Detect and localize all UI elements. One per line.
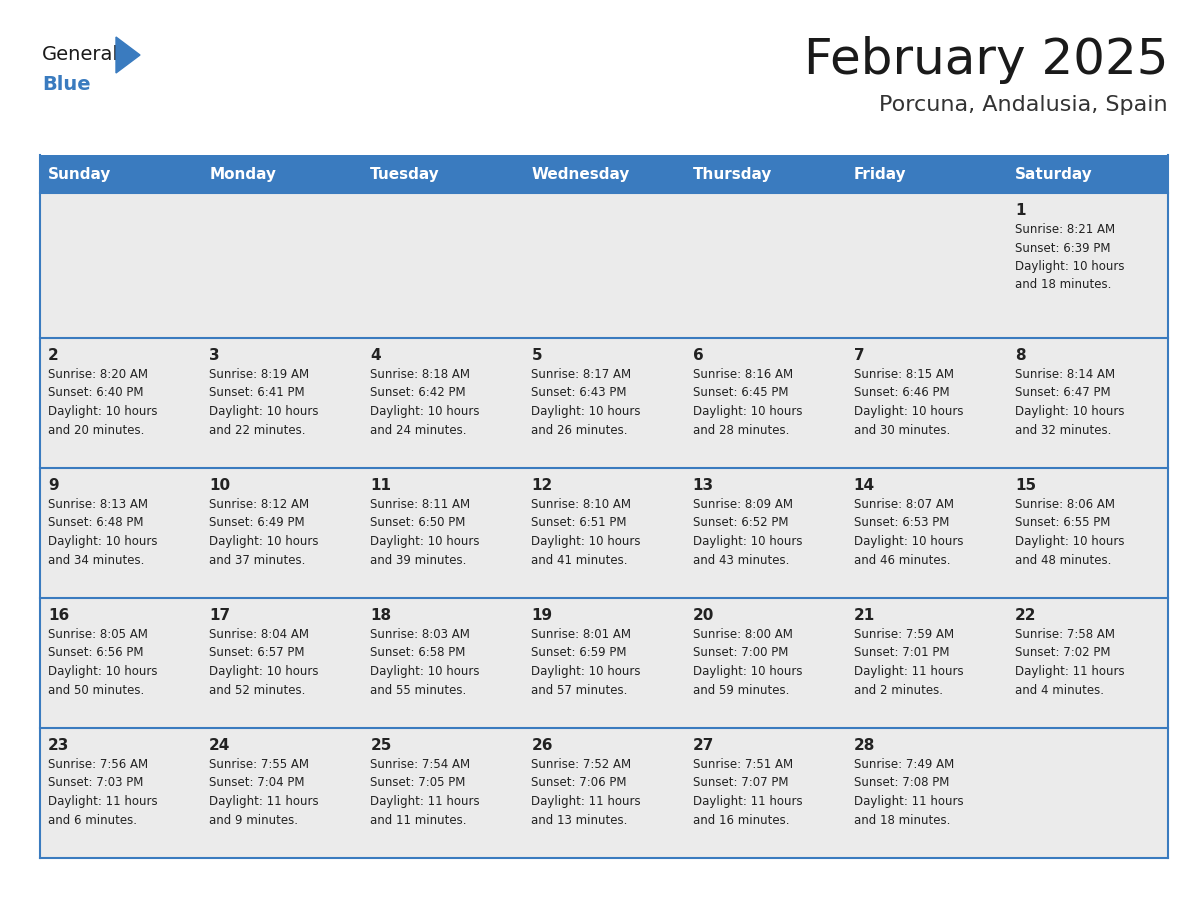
Text: Tuesday: Tuesday (371, 166, 440, 182)
Text: Sunrise: 8:18 AM
Sunset: 6:42 PM
Daylight: 10 hours
and 24 minutes.: Sunrise: 8:18 AM Sunset: 6:42 PM Dayligh… (371, 368, 480, 436)
Text: 8: 8 (1015, 348, 1025, 363)
Text: Sunrise: 8:03 AM
Sunset: 6:58 PM
Daylight: 10 hours
and 55 minutes.: Sunrise: 8:03 AM Sunset: 6:58 PM Dayligh… (371, 628, 480, 697)
Text: Monday: Monday (209, 166, 276, 182)
Text: Sunrise: 8:16 AM
Sunset: 6:45 PM
Daylight: 10 hours
and 28 minutes.: Sunrise: 8:16 AM Sunset: 6:45 PM Dayligh… (693, 368, 802, 436)
Text: Sunrise: 7:59 AM
Sunset: 7:01 PM
Daylight: 11 hours
and 2 minutes.: Sunrise: 7:59 AM Sunset: 7:01 PM Dayligh… (854, 628, 963, 697)
Text: 9: 9 (48, 478, 58, 493)
Text: Sunrise: 8:20 AM
Sunset: 6:40 PM
Daylight: 10 hours
and 20 minutes.: Sunrise: 8:20 AM Sunset: 6:40 PM Dayligh… (48, 368, 158, 436)
Text: 6: 6 (693, 348, 703, 363)
Text: 14: 14 (854, 478, 874, 493)
Text: 3: 3 (209, 348, 220, 363)
Text: Sunrise: 8:06 AM
Sunset: 6:55 PM
Daylight: 10 hours
and 48 minutes.: Sunrise: 8:06 AM Sunset: 6:55 PM Dayligh… (1015, 498, 1124, 566)
Text: 17: 17 (209, 608, 230, 623)
Text: Sunrise: 7:49 AM
Sunset: 7:08 PM
Daylight: 11 hours
and 18 minutes.: Sunrise: 7:49 AM Sunset: 7:08 PM Dayligh… (854, 758, 963, 826)
Text: Blue: Blue (42, 75, 90, 95)
Bar (40, 598, 1168, 728)
Bar (40, 728, 1168, 858)
Text: Sunrise: 7:56 AM
Sunset: 7:03 PM
Daylight: 11 hours
and 6 minutes.: Sunrise: 7:56 AM Sunset: 7:03 PM Dayligh… (48, 758, 158, 826)
Text: 18: 18 (371, 608, 391, 623)
Text: 19: 19 (531, 608, 552, 623)
Text: Thursday: Thursday (693, 166, 772, 182)
Text: 21: 21 (854, 608, 876, 623)
Text: Sunrise: 7:51 AM
Sunset: 7:07 PM
Daylight: 11 hours
and 16 minutes.: Sunrise: 7:51 AM Sunset: 7:07 PM Dayligh… (693, 758, 802, 826)
Text: 10: 10 (209, 478, 230, 493)
Text: 27: 27 (693, 738, 714, 753)
Text: Sunrise: 8:09 AM
Sunset: 6:52 PM
Daylight: 10 hours
and 43 minutes.: Sunrise: 8:09 AM Sunset: 6:52 PM Dayligh… (693, 498, 802, 566)
Text: 26: 26 (531, 738, 552, 753)
Text: 13: 13 (693, 478, 714, 493)
Text: 25: 25 (371, 738, 392, 753)
Text: 22: 22 (1015, 608, 1036, 623)
Text: Sunrise: 8:19 AM
Sunset: 6:41 PM
Daylight: 10 hours
and 22 minutes.: Sunrise: 8:19 AM Sunset: 6:41 PM Dayligh… (209, 368, 318, 436)
Text: Sunrise: 7:54 AM
Sunset: 7:05 PM
Daylight: 11 hours
and 11 minutes.: Sunrise: 7:54 AM Sunset: 7:05 PM Dayligh… (371, 758, 480, 826)
Text: Sunrise: 8:05 AM
Sunset: 6:56 PM
Daylight: 10 hours
and 50 minutes.: Sunrise: 8:05 AM Sunset: 6:56 PM Dayligh… (48, 628, 158, 697)
Text: February 2025: February 2025 (803, 36, 1168, 84)
Text: 12: 12 (531, 478, 552, 493)
Text: 28: 28 (854, 738, 876, 753)
Text: Sunrise: 7:58 AM
Sunset: 7:02 PM
Daylight: 11 hours
and 4 minutes.: Sunrise: 7:58 AM Sunset: 7:02 PM Dayligh… (1015, 628, 1125, 697)
Text: Sunrise: 8:04 AM
Sunset: 6:57 PM
Daylight: 10 hours
and 52 minutes.: Sunrise: 8:04 AM Sunset: 6:57 PM Dayligh… (209, 628, 318, 697)
Text: Porcuna, Andalusia, Spain: Porcuna, Andalusia, Spain (879, 95, 1168, 115)
Text: 16: 16 (48, 608, 69, 623)
Text: Sunrise: 8:15 AM
Sunset: 6:46 PM
Daylight: 10 hours
and 30 minutes.: Sunrise: 8:15 AM Sunset: 6:46 PM Dayligh… (854, 368, 963, 436)
Bar (40, 155, 1168, 193)
Text: Sunday: Sunday (48, 166, 112, 182)
Text: Sunrise: 7:52 AM
Sunset: 7:06 PM
Daylight: 11 hours
and 13 minutes.: Sunrise: 7:52 AM Sunset: 7:06 PM Dayligh… (531, 758, 642, 826)
Text: 15: 15 (1015, 478, 1036, 493)
Text: Sunrise: 8:21 AM
Sunset: 6:39 PM
Daylight: 10 hours
and 18 minutes.: Sunrise: 8:21 AM Sunset: 6:39 PM Dayligh… (1015, 223, 1124, 292)
Text: Sunrise: 8:10 AM
Sunset: 6:51 PM
Daylight: 10 hours
and 41 minutes.: Sunrise: 8:10 AM Sunset: 6:51 PM Dayligh… (531, 498, 642, 566)
Text: General: General (42, 46, 119, 64)
Text: Sunrise: 8:11 AM
Sunset: 6:50 PM
Daylight: 10 hours
and 39 minutes.: Sunrise: 8:11 AM Sunset: 6:50 PM Dayligh… (371, 498, 480, 566)
Text: Friday: Friday (854, 166, 906, 182)
Text: 24: 24 (209, 738, 230, 753)
Text: Sunrise: 8:12 AM
Sunset: 6:49 PM
Daylight: 10 hours
and 37 minutes.: Sunrise: 8:12 AM Sunset: 6:49 PM Dayligh… (209, 498, 318, 566)
Text: Sunrise: 8:14 AM
Sunset: 6:47 PM
Daylight: 10 hours
and 32 minutes.: Sunrise: 8:14 AM Sunset: 6:47 PM Dayligh… (1015, 368, 1124, 436)
Text: 20: 20 (693, 608, 714, 623)
Text: Sunrise: 8:17 AM
Sunset: 6:43 PM
Daylight: 10 hours
and 26 minutes.: Sunrise: 8:17 AM Sunset: 6:43 PM Dayligh… (531, 368, 642, 436)
Text: Sunrise: 8:00 AM
Sunset: 7:00 PM
Daylight: 10 hours
and 59 minutes.: Sunrise: 8:00 AM Sunset: 7:00 PM Dayligh… (693, 628, 802, 697)
Bar (40, 338, 1168, 468)
Bar (40, 468, 1168, 598)
Text: 2: 2 (48, 348, 58, 363)
Text: Sunrise: 8:07 AM
Sunset: 6:53 PM
Daylight: 10 hours
and 46 minutes.: Sunrise: 8:07 AM Sunset: 6:53 PM Dayligh… (854, 498, 963, 566)
Text: Saturday: Saturday (1015, 166, 1093, 182)
Polygon shape (116, 37, 140, 73)
Text: 4: 4 (371, 348, 381, 363)
Text: 5: 5 (531, 348, 542, 363)
Text: Sunrise: 8:13 AM
Sunset: 6:48 PM
Daylight: 10 hours
and 34 minutes.: Sunrise: 8:13 AM Sunset: 6:48 PM Dayligh… (48, 498, 158, 566)
Text: Wednesday: Wednesday (531, 166, 630, 182)
Text: 7: 7 (854, 348, 865, 363)
Text: 1: 1 (1015, 203, 1025, 218)
Text: Sunrise: 7:55 AM
Sunset: 7:04 PM
Daylight: 11 hours
and 9 minutes.: Sunrise: 7:55 AM Sunset: 7:04 PM Dayligh… (209, 758, 318, 826)
Text: Sunrise: 8:01 AM
Sunset: 6:59 PM
Daylight: 10 hours
and 57 minutes.: Sunrise: 8:01 AM Sunset: 6:59 PM Dayligh… (531, 628, 642, 697)
Bar (40, 193, 1168, 338)
Text: 11: 11 (371, 478, 391, 493)
Text: 23: 23 (48, 738, 69, 753)
